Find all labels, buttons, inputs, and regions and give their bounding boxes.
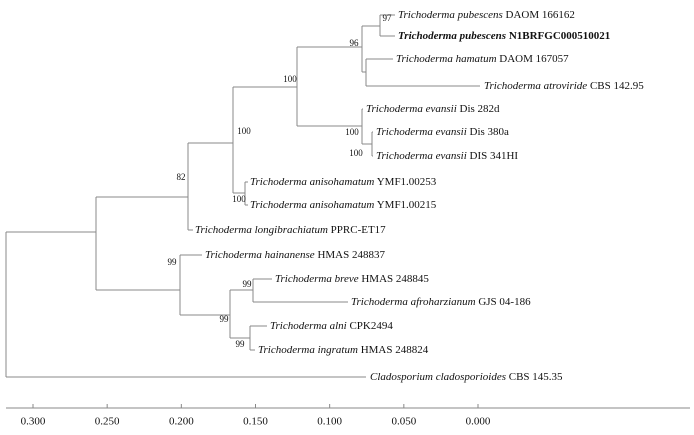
taxon-name: Trichoderma pubescens — [398, 9, 503, 21]
bootstrap-value: 100 — [237, 126, 251, 136]
strain-id: HMAS 248824 — [361, 344, 429, 356]
taxon-name: Trichoderma evansii — [376, 126, 467, 138]
leaf-label: Trichoderma ingratum HMAS 248824 — [258, 344, 429, 356]
taxon-name: Trichoderma evansii — [376, 150, 467, 162]
taxon-name: Trichoderma hainanense — [205, 249, 315, 261]
bootstrap-value: 100 — [349, 148, 363, 158]
taxon-name: Cladosporium cladosporioides — [370, 371, 506, 383]
taxon-name: Trichoderma evansii — [366, 103, 457, 115]
strain-id: YMF1.00215 — [377, 199, 437, 211]
leaf-label: Trichoderma atroviride CBS 142.95 — [484, 80, 644, 92]
taxon-name: Trichoderma afroharzianum — [351, 296, 476, 308]
bootstrap-value: 100 — [283, 74, 297, 84]
leaf-label: Trichoderma afroharzianum GJS 04-186 — [351, 296, 531, 308]
strain-id: DAOM 167057 — [499, 53, 569, 65]
scale-tick-label: 0.300 — [21, 416, 46, 428]
bootstrap-value: 100 — [345, 127, 359, 137]
strain-id: PPRC-ET17 — [331, 224, 387, 236]
taxon-name: Trichoderma ingratum — [258, 344, 358, 356]
leaf-label: Trichoderma alni CPK2494 — [270, 320, 393, 332]
bootstrap-value: 99 — [236, 339, 246, 349]
strain-id: Dis 282d — [460, 103, 501, 115]
leaf-label: Cladosporium cladosporioides CBS 145.35 — [370, 371, 563, 383]
leaf-label: Trichoderma anisohamatum YMF1.00215 — [250, 199, 437, 211]
bootstrap-value: 96 — [350, 38, 360, 48]
leaf-label: Trichoderma evansii DIS 341HI — [376, 150, 518, 162]
scale-tick-label: 0.150 — [243, 416, 268, 428]
leaf-label: Trichoderma hainanense HMAS 248837 — [205, 249, 385, 261]
strain-id: CBS 145.35 — [509, 371, 563, 383]
leaf-label: Trichoderma breve HMAS 248845 — [275, 273, 429, 285]
taxon-name: Trichoderma hamatum — [396, 53, 497, 65]
scale-tick-label: 0.250 — [95, 416, 120, 428]
strain-id: YMF1.00253 — [377, 176, 437, 188]
strain-id: Dis 380a — [470, 126, 510, 138]
taxon-name: Trichoderma breve — [275, 273, 359, 285]
leaf-label: Trichoderma evansii Dis 282d — [366, 103, 500, 115]
leaf-label: Trichoderma longibrachiatum PPRC-ET17 — [195, 224, 386, 236]
strain-id: HMAS 248837 — [317, 249, 385, 261]
taxon-name: Trichoderma anisohamatum — [250, 199, 374, 211]
strain-id: CPK2494 — [349, 320, 393, 332]
leaf-label: Trichoderma pubescens N1BRFGC000510021 — [398, 30, 610, 42]
bootstrap-value: 82 — [177, 172, 186, 182]
scale-tick-label: 0.100 — [317, 416, 342, 428]
scale-tick-label: 0.050 — [391, 416, 416, 428]
bootstrap-value: 97 — [383, 13, 393, 23]
taxon-name: Trichoderma pubescens — [398, 30, 506, 42]
strain-id: DAOM 166162 — [506, 9, 575, 21]
bootstrap-value: 99 — [243, 279, 253, 289]
strain-id: GJS 04-186 — [478, 296, 531, 308]
strain-id: CBS 142.95 — [590, 80, 644, 92]
leaf-label: Trichoderma hamatum DAOM 167057 — [396, 53, 569, 65]
tree-branches — [5, 14, 480, 378]
bootstrap-value: 100 — [232, 194, 246, 204]
scale-tick-label: 0.200 — [169, 416, 194, 428]
leaf-label: Trichoderma pubescens DAOM 166162 — [398, 9, 575, 21]
scale-tick-label: 0.000 — [466, 416, 491, 428]
bootstrap-value: 99 — [168, 257, 178, 267]
strain-id: DIS 341HI — [470, 150, 519, 162]
taxon-name: Trichoderma anisohamatum — [250, 176, 374, 188]
leaf-label: Trichoderma evansii Dis 380a — [376, 126, 509, 138]
strain-id: HMAS 248845 — [361, 273, 429, 285]
taxon-name: Trichoderma alni — [270, 320, 347, 332]
strain-id: N1BRFGC000510021 — [509, 30, 610, 42]
leaf-label: Trichoderma anisohamatum YMF1.00253 — [250, 176, 437, 188]
taxon-name: Trichoderma atroviride — [484, 80, 587, 92]
bootstrap-value: 99 — [220, 314, 230, 324]
taxon-name: Trichoderma longibrachiatum — [195, 224, 328, 236]
